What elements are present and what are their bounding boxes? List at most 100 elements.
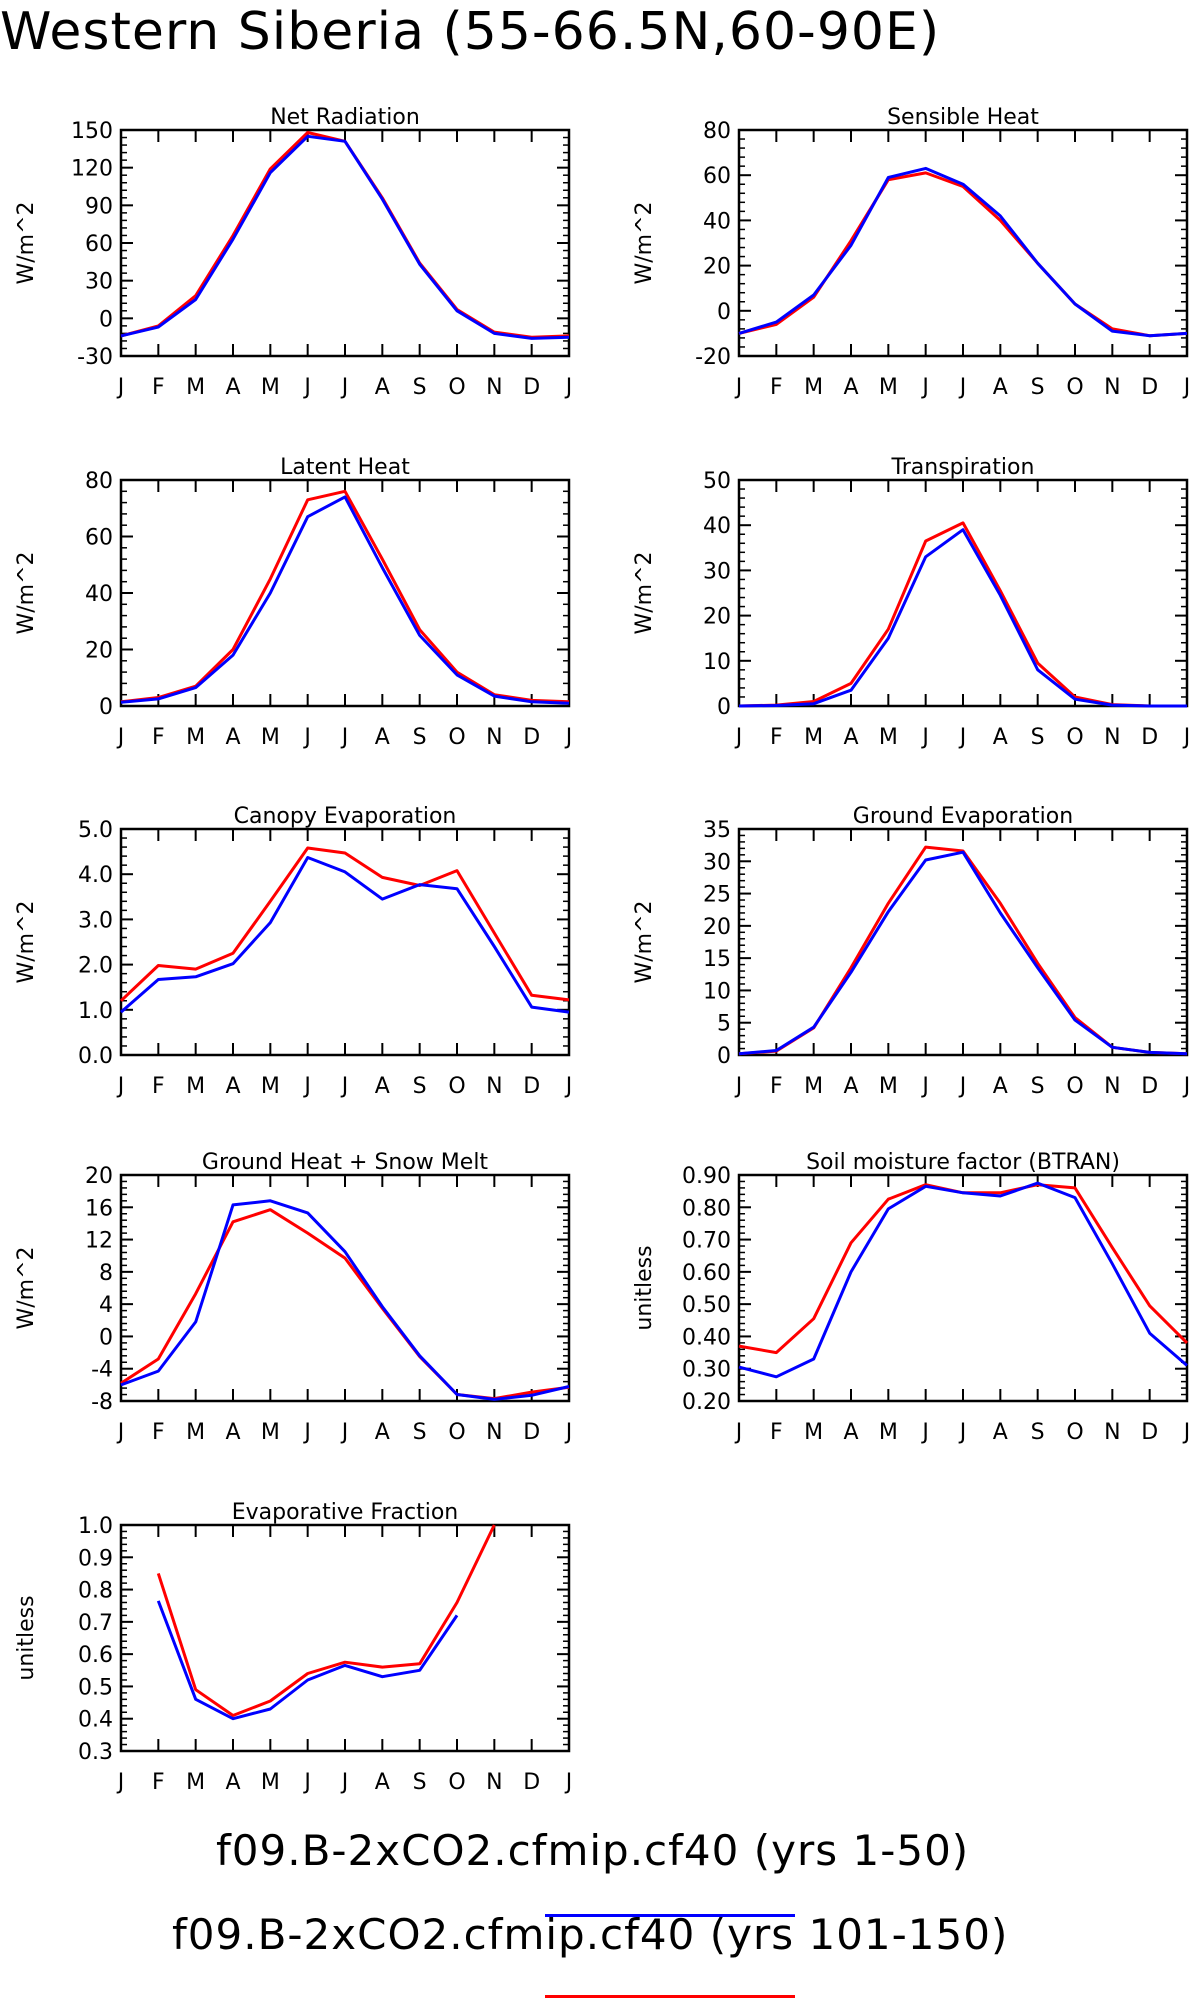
transpiration-series-blue: [738, 528, 1187, 708]
net-radiation-xtick-label: F: [152, 375, 165, 400]
evaporative-fraction-frame: [119, 1523, 571, 1753]
sensible-heat-xtick-label: M: [879, 375, 898, 400]
latent-heat-xtick-label: M: [186, 725, 205, 750]
ground-evaporation-xtick-label: O: [1066, 1074, 1083, 1099]
legend-swatch-red: [545, 1995, 795, 1998]
evaporative-fraction-xtick-label: A: [375, 1770, 390, 1795]
latent-heat-series-red: [120, 489, 570, 704]
ground-heat-snow-melt-ytick-label: 12: [85, 1229, 113, 1254]
ground-heat-snow-melt-ytick-label: -8: [91, 1390, 113, 1415]
soil-moisture-factor-btran-title: Soil moisture factor (BTRAN): [806, 1150, 1120, 1175]
ground-heat-snow-melt-xtick-label: J: [564, 1420, 573, 1445]
ground-heat-snow-melt-xtick-label: D: [523, 1420, 540, 1445]
evaporative-fraction-series-blue: [156, 1600, 459, 1721]
net-radiation-ytick-label: 30: [85, 270, 113, 295]
ground-evaporation-ytick-label: 20: [703, 915, 731, 940]
canopy-evaporation-xtick-label: O: [448, 1074, 465, 1099]
net-radiation-xtick-label: S: [413, 375, 427, 400]
transpiration-xtick-label: J: [958, 725, 967, 750]
soil-moisture-factor-btran-xtick-label: J: [1182, 1420, 1191, 1445]
net-radiation-ytick-label: 0: [99, 307, 113, 332]
canopy-evaporation-ytick-label: 5.0: [78, 818, 113, 843]
latent-heat-ytick-label: 0: [99, 695, 113, 720]
ground-evaporation-ytick-label: 35: [703, 818, 731, 843]
latent-heat-series-blue: [120, 495, 570, 705]
sensible-heat-xtick-label: M: [804, 375, 823, 400]
latent-heat-xtick-label: F: [152, 725, 165, 750]
net-radiation-xtick-label: A: [375, 375, 390, 400]
ground-evaporation-ytick-label: 5: [717, 1012, 731, 1037]
soil-moisture-factor-btran-xtick-label: M: [804, 1420, 823, 1445]
canopy-evaporation-xtick-label: J: [302, 1074, 311, 1099]
transpiration-ytick-label: 10: [703, 650, 731, 675]
sensible-heat-series-blue: [738, 166, 1188, 338]
sensible-heat-ytick-label: 40: [703, 209, 731, 234]
evaporative-fraction-xtick-label: A: [225, 1770, 240, 1795]
canopy-evaporation-xtick-label: F: [152, 1074, 165, 1099]
net-radiation-series-blue: [120, 134, 570, 340]
net-radiation-xtick-label: M: [261, 375, 280, 400]
sensible-heat-ytick-label: 80: [703, 119, 731, 144]
net-radiation-xtick-label: J: [340, 375, 349, 400]
evaporative-fraction-ytick-label: 0.9: [78, 1546, 113, 1571]
page-title: Western Siberia (55-66.5N,60-90E): [0, 2, 941, 62]
ground-heat-snow-melt-ytick-label: -4: [91, 1358, 113, 1383]
sensible-heat-title: Sensible Heat: [887, 105, 1039, 130]
latent-heat-xtick-label: S: [413, 725, 427, 750]
soil-moisture-factor-btran-ytick-label: 0.60: [682, 1261, 731, 1286]
canopy-evaporation-series-red: [119, 846, 570, 1002]
canopy-evaporation-ytick-label: 0.0: [78, 1044, 113, 1069]
net-radiation-ytick-label: 120: [71, 157, 113, 182]
ground-evaporation-xtick-label: J: [958, 1074, 967, 1099]
ground-heat-snow-melt-xtick-label: N: [486, 1420, 502, 1445]
sensible-heat-xtick-label: A: [843, 375, 858, 400]
evaporative-fraction-xtick-label: M: [186, 1770, 205, 1795]
latent-heat-ytick-label: 60: [85, 526, 113, 551]
transpiration-series-red: [738, 521, 1187, 708]
ground-evaporation-xtick-label: N: [1104, 1074, 1120, 1099]
canopy-evaporation-title: Canopy Evaporation: [234, 804, 457, 829]
net-radiation-xtick-label: J: [302, 375, 311, 400]
soil-moisture-factor-btran-ytick-label: 0.70: [682, 1229, 731, 1254]
soil-moisture-factor-btran-ylabel: unitless: [632, 1245, 657, 1330]
ground-evaporation-ylabel: W/m^2: [632, 900, 657, 983]
ground-heat-snow-melt-xtick-label: J: [340, 1420, 349, 1445]
ground-evaporation-xtick-label: D: [1141, 1074, 1158, 1099]
net-radiation-xtick-label: N: [486, 375, 502, 400]
ground-heat-snow-melt-ylabel: W/m^2: [14, 1246, 39, 1329]
soil-moisture-factor-btran-xtick-label: D: [1141, 1420, 1158, 1445]
latent-heat-xtick-label: J: [116, 725, 125, 750]
soil-moisture-factor-btran-ytick-label: 0.30: [682, 1358, 731, 1383]
latent-heat-ytick-label: 80: [85, 469, 113, 494]
sensible-heat-series-red: [738, 171, 1188, 338]
soil-moisture-factor-btran-xtick-label: N: [1104, 1420, 1120, 1445]
latent-heat-xtick-label: J: [302, 725, 311, 750]
net-radiation-xtick-label: O: [448, 375, 465, 400]
canopy-evaporation-ytick-label: 4.0: [78, 863, 113, 888]
ground-evaporation-ytick-label: 25: [703, 883, 731, 908]
ground-heat-snow-melt-xtick-label: M: [261, 1420, 280, 1445]
latent-heat-frame: [119, 478, 571, 708]
transpiration-xtick-label: J: [920, 725, 929, 750]
soil-moisture-factor-btran-xtick-label: J: [920, 1420, 929, 1445]
canopy-evaporation-xtick-label: S: [413, 1074, 427, 1099]
evaporative-fraction-xtick-label: J: [116, 1770, 125, 1795]
net-radiation-xtick-label: J: [564, 375, 573, 400]
transpiration-xtick-label: N: [1104, 725, 1120, 750]
soil-moisture-factor-btran-xtick-label: O: [1066, 1420, 1083, 1445]
canopy-evaporation-xtick-label: D: [523, 1074, 540, 1099]
net-radiation-xtick-label: M: [186, 375, 205, 400]
sensible-heat-xtick-label: S: [1031, 375, 1045, 400]
evaporative-fraction-title: Evaporative Fraction: [232, 1500, 458, 1525]
soil-moisture-factor-btran-xtick-label: S: [1031, 1420, 1045, 1445]
ground-evaporation-xtick-label: S: [1031, 1074, 1045, 1099]
soil-moisture-factor-btran-xtick-label: J: [958, 1420, 967, 1445]
canopy-evaporation-xtick-label: J: [340, 1074, 349, 1099]
canopy-evaporation-ytick-label: 1.0: [78, 999, 113, 1024]
ground-evaporation-xtick-label: A: [993, 1074, 1008, 1099]
legend-label-blue: f09.B-2xCO2.cfmip.cf40 (yrs 1-50): [216, 1826, 970, 1875]
net-radiation-ytick-label: 150: [71, 119, 113, 144]
ground-heat-snow-melt-ytick-label: 16: [85, 1196, 113, 1221]
sensible-heat-xtick-label: O: [1066, 375, 1083, 400]
latent-heat-xtick-label: A: [225, 725, 240, 750]
